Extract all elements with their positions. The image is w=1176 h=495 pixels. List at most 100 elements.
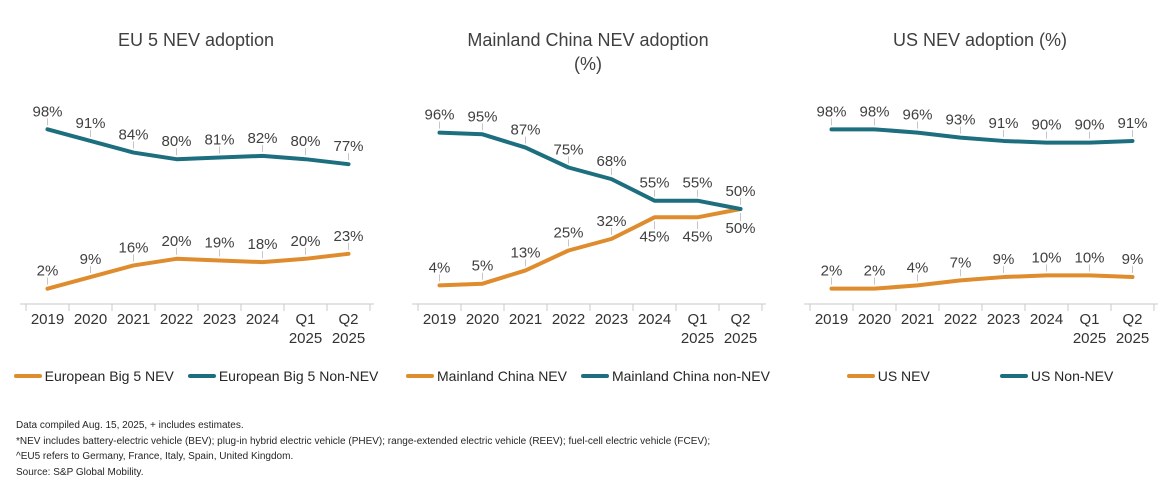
legend: European Big 5 NEV European Big 5 Non-NE… [13, 368, 379, 384]
data-label: 91% [1117, 115, 1147, 132]
data-label: 45% [682, 228, 712, 245]
data-label: 95% [467, 108, 497, 125]
x-tick-label: 2024 [638, 311, 671, 328]
x-tick-label: 2020 [74, 311, 107, 328]
chart-title: EU 5 NEV adoption [117, 30, 275, 50]
nev-line-swatch [846, 374, 875, 378]
data-label: 7% [950, 254, 972, 271]
legend-label: Mainland China non-NEV [611, 368, 770, 384]
series-line [437, 207, 743, 288]
data-label: 9% [993, 251, 1015, 268]
data-label: 84% [118, 127, 148, 144]
x-tick-label: Q2 2025 [332, 311, 365, 347]
legend-label: US Non-NEV [1030, 368, 1114, 384]
data-label: 77% [333, 138, 363, 155]
x-tick-label: 2019 [423, 311, 456, 328]
footnotes: Data compiled Aug. 15, 2025, + includes … [16, 418, 1176, 480]
series-line [45, 251, 351, 291]
data-label: 4% [907, 259, 929, 276]
legend-item-nev: US NEV [846, 368, 930, 384]
data-label: 16% [118, 239, 148, 256]
non-nev-line-swatch [187, 374, 216, 378]
data-label: 45% [639, 228, 669, 245]
data-label: 98% [816, 103, 846, 120]
data-label: 90% [1074, 117, 1104, 134]
data-label: 82% [247, 130, 277, 147]
footnote-data-compiled: Data compiled Aug. 15, 2025, + includes … [16, 420, 244, 431]
data-label: 25% [553, 225, 583, 242]
data-label: 80% [290, 133, 320, 150]
x-tick-label: 2024 [1030, 311, 1063, 328]
nev-line-swatch [13, 374, 42, 378]
data-label: 80% [161, 133, 191, 150]
data-label: 20% [290, 233, 320, 250]
legend-label: US NEV [877, 368, 930, 384]
data-label: 19% [204, 234, 234, 251]
legend-item-nev: Mainland China NEV [406, 368, 567, 384]
nev-line-swatch [406, 374, 435, 378]
data-label: 5% [472, 258, 494, 275]
data-label: 2% [821, 263, 843, 280]
footnote-source: Source: S&P Global Mobility. [16, 466, 144, 478]
legend-item-nev: European Big 5 NEV [13, 368, 174, 384]
x-tick-label: 2019 [31, 311, 64, 328]
data-label: 87% [510, 122, 540, 139]
data-label: 50% [725, 220, 755, 237]
footnote-nev-definition: *NEV includes battery-electric vehicle (… [16, 435, 711, 447]
legend-item-non-nev: Mainland China non-NEV [580, 368, 770, 384]
data-label: 2% [864, 263, 886, 280]
data-label: 91% [988, 115, 1018, 132]
data-label: 96% [424, 107, 454, 124]
legend-label: European Big 5 Non-NEV [218, 368, 379, 384]
x-tick-label: 2021 [901, 311, 934, 328]
chart-mainland-china-nev-adoption: Mainland China NEV adoption (%) 2019 2020… [392, 20, 784, 384]
data-label: 9% [1122, 251, 1144, 268]
non-nev-line-swatch [999, 374, 1028, 378]
legend-label: Mainland China NEV [437, 368, 567, 384]
x-tick-label: Q2 2025 [724, 311, 757, 347]
x-tick-label: 2021 [509, 311, 542, 328]
x-tick-label: Q1 2025 [681, 311, 714, 347]
non-nev-line-swatch [580, 374, 609, 378]
legend: Mainland China NEV Mainland China non-NE… [406, 368, 770, 384]
legend-item-non-nev: European Big 5 Non-NEV [187, 368, 379, 384]
data-label: 10% [1031, 249, 1061, 266]
data-label: 9% [80, 251, 102, 268]
legend-label: European Big 5 NEV [44, 368, 174, 384]
x-tick-label: Q1 2025 [289, 311, 322, 347]
data-label: 98% [859, 103, 889, 120]
x-tick-label: 2023 [203, 311, 236, 328]
data-label: 68% [596, 153, 626, 170]
series-line [829, 127, 1135, 145]
x-tick-label: 2020 [466, 311, 499, 328]
x-tick-label: 2022 [944, 311, 977, 328]
data-label: 75% [553, 142, 583, 159]
x-tick-label: 2022 [552, 311, 585, 328]
data-label: 55% [682, 175, 712, 192]
data-label: 20% [161, 233, 191, 250]
data-label: 13% [510, 244, 540, 261]
data-label: 93% [945, 112, 975, 129]
x-tick-label: Q2 2025 [1116, 311, 1149, 347]
china-line-chart-canvas: 2019 2020 2021 2022 2023 2024 Q1 2025 Q2 2025 4% 5%… [412, 107, 766, 347]
data-label: 90% [1031, 117, 1061, 134]
series-line [437, 130, 743, 211]
series-line [829, 273, 1135, 291]
footnote-eu5-definition: ^EU5 refers to Germany, France, Italy, S… [16, 451, 294, 462]
x-tick-label: 2021 [117, 311, 150, 328]
chart-title: Mainland China NEV adoption (%) [467, 30, 709, 74]
data-label: 10% [1074, 249, 1104, 266]
x-tick-label: 2023 [595, 311, 628, 328]
x-tick-label: Q1 2025 [1073, 311, 1106, 347]
data-label: 18% [247, 236, 277, 253]
x-tick-label: 2024 [246, 311, 279, 328]
series-line [45, 127, 351, 167]
data-label: 98% [32, 103, 62, 120]
chart-us-nev-adoption: US NEV adoption (%) 2019 2020 2021 2022 2023… [784, 20, 1176, 384]
x-tick-label: 2019 [815, 311, 848, 328]
x-tick-label: 2023 [987, 311, 1020, 328]
legend: US NEV US Non-NEV [846, 368, 1114, 384]
data-label: 55% [639, 175, 669, 192]
data-label: 23% [333, 228, 363, 245]
eu5-line-chart-canvas: 2019 2020 2021 2022 2023 2024 Q1 2025 Q2 2025 2% 9%… [20, 103, 374, 347]
